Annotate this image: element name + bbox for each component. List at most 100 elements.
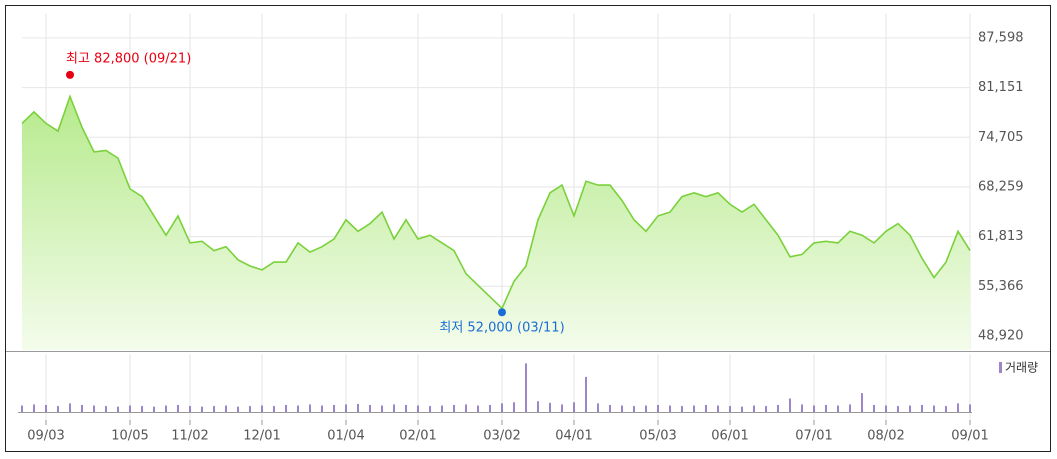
volume-bar xyxy=(417,405,419,412)
volume-bar xyxy=(285,404,287,412)
volume-bar xyxy=(741,406,743,412)
y-tick-label: 87,598 xyxy=(978,30,1024,45)
volume-bar xyxy=(789,398,791,412)
annotation: 최고 82,800 (09/21) xyxy=(66,51,191,66)
volume-bar xyxy=(897,406,899,412)
legend-swatch xyxy=(999,362,1002,373)
volume-bar xyxy=(33,404,35,412)
y-tick-label: 74,705 xyxy=(978,130,1024,145)
volume-bar xyxy=(405,404,407,412)
volume-bar xyxy=(81,404,83,412)
volume-bar xyxy=(573,402,575,412)
volume-bar xyxy=(45,404,47,412)
volume-bar xyxy=(597,403,599,412)
volume-bar xyxy=(453,404,455,412)
volume-bar xyxy=(105,406,107,412)
annotation: 최저 52,000 (03/11) xyxy=(439,321,564,336)
x-tick-label: 05/03 xyxy=(639,429,676,444)
price-line xyxy=(21,94,971,310)
volume-bar xyxy=(153,406,155,412)
volume-bar xyxy=(549,402,551,412)
volume-bar xyxy=(321,405,323,412)
volume-bar xyxy=(225,405,227,412)
volume-bar xyxy=(729,406,731,412)
y-tick-label: 81,151 xyxy=(978,80,1024,95)
volume-bar xyxy=(213,406,215,412)
volume-bar xyxy=(801,404,803,412)
volume-bar xyxy=(873,404,875,412)
x-tick-label: 08/02 xyxy=(867,429,904,444)
y-tick-label: 48,920 xyxy=(978,328,1024,343)
volume-bar xyxy=(165,405,167,412)
volume-bar xyxy=(837,405,839,412)
extreme-dot xyxy=(498,308,506,317)
volume-bar xyxy=(765,406,767,412)
volume-bar xyxy=(645,405,647,412)
volume-bar xyxy=(465,404,467,412)
volume-bar xyxy=(201,406,203,412)
x-tick-label: 06/01 xyxy=(711,429,748,444)
volume-bar xyxy=(849,404,851,412)
volume-bar xyxy=(969,404,971,412)
volume-bar xyxy=(249,406,251,412)
volume-bar xyxy=(657,404,659,412)
volume-bar xyxy=(621,405,623,412)
x-tick-label: 10/05 xyxy=(111,429,148,444)
volume-bar xyxy=(237,406,239,412)
volume-bar xyxy=(261,405,263,412)
volume-bar xyxy=(693,405,695,412)
volume-bar xyxy=(825,404,827,412)
volume-bar xyxy=(957,403,959,412)
area xyxy=(22,96,970,350)
x-tick-label: 02/01 xyxy=(399,429,436,444)
volume-bar xyxy=(609,404,611,412)
volume-bar xyxy=(189,406,191,412)
volume-bar xyxy=(273,406,275,412)
volume-bar xyxy=(429,406,431,412)
volume-bar xyxy=(345,404,347,412)
volume-bar xyxy=(393,404,395,412)
volume-bar xyxy=(885,405,887,412)
volume-bar xyxy=(21,405,23,412)
volume-bar xyxy=(117,406,119,412)
volume-bar xyxy=(537,401,539,412)
x-tick-label: 09/03 xyxy=(27,429,64,444)
volume-bar xyxy=(369,404,371,412)
volume-bar xyxy=(921,404,923,412)
volume-bar xyxy=(633,406,635,412)
volume-bar xyxy=(513,402,515,412)
volume-bar xyxy=(489,404,491,412)
volume-bar xyxy=(681,406,683,412)
x-tick-label: 12/01 xyxy=(243,429,280,444)
volume-bar xyxy=(585,376,587,412)
volume-bar xyxy=(69,403,71,412)
volume-bar xyxy=(717,405,719,412)
x-tick-label: 03/02 xyxy=(483,429,520,444)
volume-bar xyxy=(141,406,143,412)
volume-bar xyxy=(57,406,59,412)
volume-bar xyxy=(909,405,911,412)
x-tick-label: 11/02 xyxy=(171,429,208,444)
volume-bar xyxy=(777,404,779,412)
volume-bar xyxy=(561,404,563,412)
y-tick-label: 55,366 xyxy=(978,279,1024,294)
x-tick-label: 04/01 xyxy=(555,429,592,444)
volume-bar xyxy=(753,405,755,412)
volume-bar xyxy=(129,405,131,412)
volume-bar xyxy=(813,405,815,412)
volume-bar xyxy=(297,405,299,412)
extreme-dot xyxy=(66,70,74,79)
volume-bar xyxy=(477,405,479,412)
volume-bar xyxy=(525,363,527,412)
volume-bar xyxy=(93,405,95,412)
volume-bar xyxy=(945,406,947,412)
volume-bar xyxy=(861,393,863,412)
x-tick-label: 07/01 xyxy=(795,429,832,444)
volume-bar xyxy=(669,405,671,412)
volume-bar xyxy=(177,404,179,412)
volume-bar xyxy=(501,403,503,412)
volume-bar xyxy=(381,405,383,412)
volume-bar xyxy=(309,404,311,412)
y-tick-label: 61,813 xyxy=(978,229,1024,244)
